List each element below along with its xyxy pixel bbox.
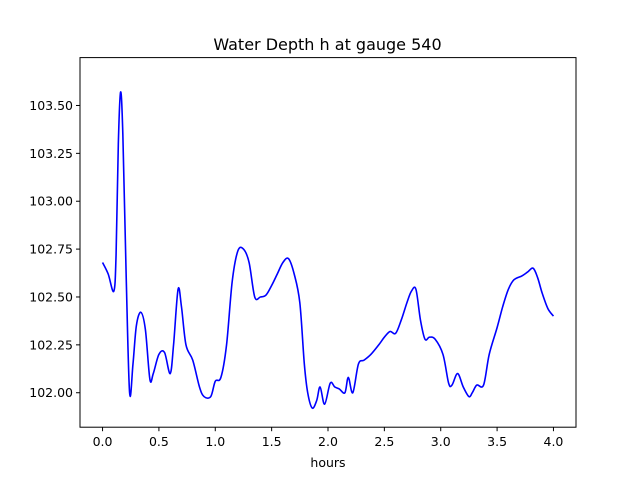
x-tick-label: 2.5	[374, 434, 394, 449]
x-tick-label: 0.0	[93, 434, 113, 449]
y-tick-label: 102.50	[29, 289, 73, 304]
y-tick-label: 103.25	[29, 146, 73, 161]
x-tick-label: 1.0	[205, 434, 225, 449]
x-tick-label: 3.0	[431, 434, 451, 449]
y-tick-label: 103.00	[29, 194, 73, 209]
x-axis-label: hours	[310, 455, 345, 470]
y-tick-label: 102.75	[29, 242, 73, 257]
x-tick-label: 3.5	[487, 434, 507, 449]
x-tick-label: 2.0	[318, 434, 338, 449]
x-tick-label: 0.5	[149, 434, 169, 449]
y-axis: 102.00 102.25 102.50 102.75 103.00 103.25 103.…	[29, 98, 80, 400]
chart-title: Water Depth h at gauge 540	[213, 35, 441, 54]
series-line	[101, 91, 555, 410]
x-tick-label: 4.0	[544, 434, 564, 449]
y-tick-label: 102.25	[29, 337, 73, 352]
x-axis: 0.0 0.5 1.0 1.5 2.0 2.5 3.0 3.5 4.0	[93, 427, 564, 449]
y-tick-label: 103.50	[29, 98, 73, 113]
x-tick-label: 1.5	[262, 434, 282, 449]
series-layer	[101, 91, 555, 410]
y-tick-label: 102.00	[29, 385, 73, 400]
